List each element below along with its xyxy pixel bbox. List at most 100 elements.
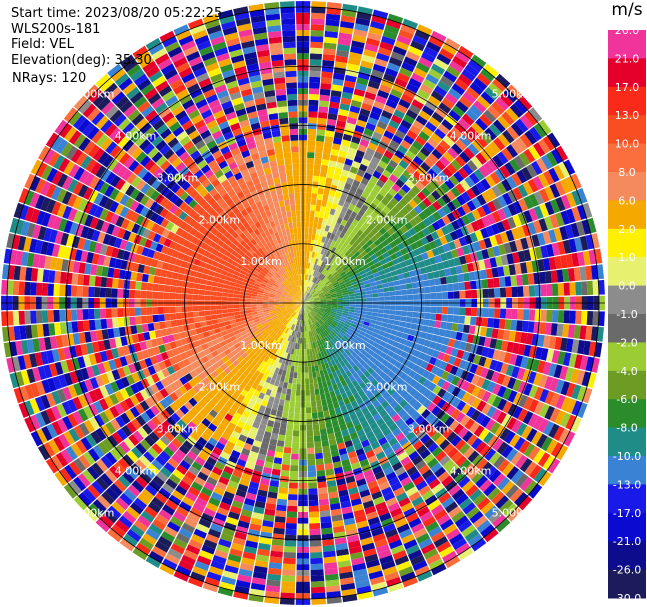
range-gate [408, 549, 423, 561]
range-gate [387, 338, 395, 346]
range-gate [310, 18, 325, 25]
range-gate [326, 300, 332, 303]
range-gate [47, 283, 54, 296]
range-gate [298, 303, 303, 307]
range-gate [431, 375, 441, 385]
range-gate [425, 183, 436, 194]
range-gate [320, 306, 326, 309]
range-gate [245, 418, 254, 427]
range-gate [194, 456, 206, 467]
range-gate [71, 273, 79, 285]
range-gate [303, 300, 309, 303]
range-gate [307, 453, 315, 460]
range-gate [60, 360, 69, 374]
range-gate [249, 450, 259, 459]
range-gate [412, 155, 424, 166]
range-gate [309, 318, 313, 325]
range-gate [325, 250, 331, 257]
range-gate [470, 316, 477, 326]
range-gate [557, 310, 565, 323]
range-gate [386, 362, 394, 370]
range-gate [505, 287, 512, 298]
range-gate [332, 78, 344, 86]
range-gate [519, 458, 533, 473]
range-gate [469, 82, 484, 96]
range-gate [456, 247, 465, 257]
range-gate [318, 346, 323, 353]
range-gate [487, 487, 501, 501]
range-gate [399, 225, 409, 234]
range-gate [338, 108, 349, 117]
range-gate [327, 266, 334, 272]
range-gate [436, 218, 446, 228]
range-gate [274, 299, 280, 302]
range-gate [328, 325, 334, 331]
range-gate [425, 121, 437, 133]
range-gate [88, 403, 99, 417]
range-gate [426, 249, 435, 259]
range-gate [244, 498, 256, 507]
range-gate [538, 218, 548, 232]
range-gate [165, 405, 175, 416]
range-gate [311, 310, 317, 315]
range-gate [353, 260, 361, 267]
range-gate [408, 397, 418, 407]
range-gate [341, 206, 348, 214]
range-gate [333, 364, 339, 372]
range-gate [438, 492, 452, 504]
range-gate [378, 330, 386, 337]
range-gate [433, 536, 449, 548]
range-gate [493, 455, 506, 469]
range-gate [537, 334, 545, 347]
range-gate [378, 305, 385, 310]
range-gate [414, 330, 422, 338]
range-gate [361, 190, 370, 199]
range-gate [392, 169, 402, 179]
range-gate [522, 369, 532, 382]
range-gate [307, 295, 312, 300]
range-gate [245, 292, 252, 297]
range-gate [442, 353, 451, 363]
range-gate [338, 320, 345, 326]
range-gate [175, 433, 186, 445]
range-gate [327, 238, 333, 246]
range-gate [206, 476, 218, 487]
range-gate [562, 239, 572, 254]
range-gate [268, 444, 277, 452]
range-gate [548, 423, 560, 439]
range-gate [173, 265, 181, 273]
range-gate [241, 472, 252, 482]
range-gate [99, 287, 107, 298]
range-gate [343, 294, 350, 298]
range-gate [359, 65, 372, 75]
range-gate [187, 317, 195, 324]
range-gate [398, 566, 414, 577]
range-gate [363, 127, 374, 137]
range-gate [412, 170, 423, 181]
range-gate [30, 310, 37, 324]
range-gate [288, 482, 298, 489]
range-gate [303, 301, 309, 303]
range-gate [187, 512, 200, 523]
range-gate [397, 144, 408, 155]
range-gate [235, 370, 243, 378]
range-gate [232, 359, 240, 367]
range-gate [304, 250, 307, 257]
range-gate [393, 280, 400, 286]
range-gate [334, 431, 343, 439]
range-gate [291, 311, 296, 317]
range-gate [181, 475, 194, 486]
range-gate [381, 263, 389, 270]
range-gate [268, 305, 275, 308]
range-gate [347, 252, 354, 259]
range-gate [53, 309, 60, 323]
range-gate [319, 318, 325, 323]
range-gate [501, 444, 514, 459]
range-gate [434, 277, 442, 286]
range-gate [139, 455, 151, 467]
range-gate [181, 306, 188, 313]
range-gate [289, 371, 294, 378]
range-gate [318, 281, 323, 287]
range-gate [253, 389, 261, 398]
range-gate [286, 298, 292, 301]
